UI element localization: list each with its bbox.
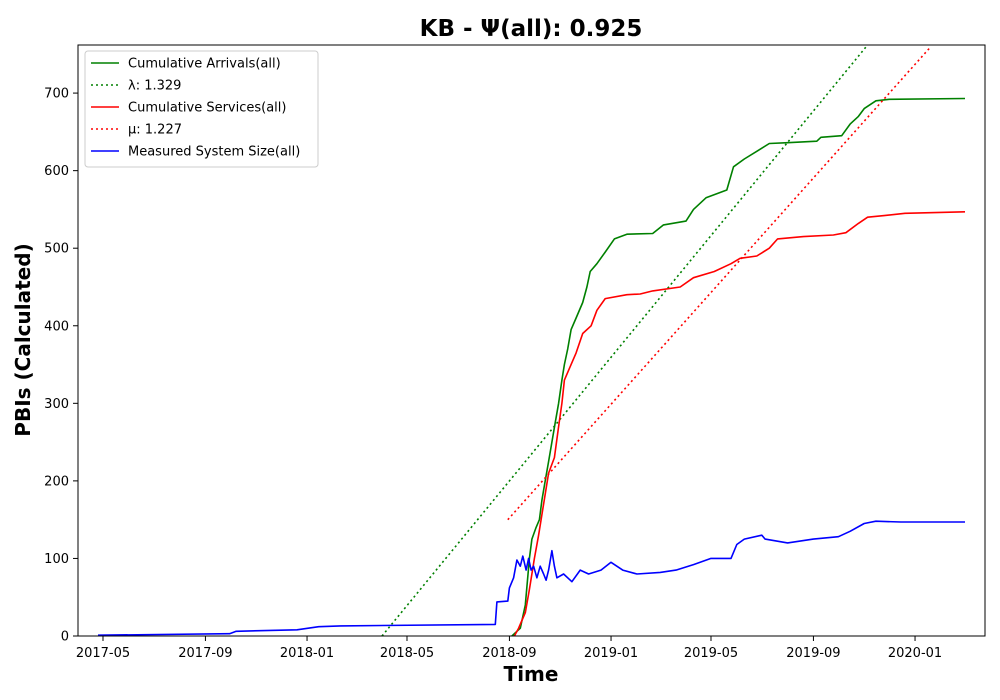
series-lines [97,45,966,636]
plot-frame [77,44,986,637]
chart-title: KB - Ψ(all): 0.925 [420,16,643,42]
y-tick-label-5: 500 [44,242,69,257]
y-tick-label-2: 200 [44,474,69,489]
x-tick-label-5: 2019-01 [584,646,638,661]
series-line-0 [511,97,966,636]
x-tick-label-1: 2017-09 [178,646,232,661]
y-tick-label-1: 100 [44,552,69,567]
series-line-1 [381,45,869,636]
series-line-2 [513,211,966,636]
series-line-3 [507,46,932,521]
x-tick-label-6: 2019-05 [684,646,738,661]
x-tick-label-8: 2020-01 [888,646,942,661]
y-axis-title: PBIs (Calculated) [11,243,35,436]
y-tick-label-0: 0 [61,630,69,645]
legend-label-4: Measured System Size(all) [128,145,300,160]
x-tick-label-3: 2018-05 [380,646,434,661]
y-tick-label-4: 400 [44,319,69,334]
y-tick-label-7: 700 [44,87,69,102]
legend-label-2: Cumulative Services(all) [128,101,286,116]
x-axis-title: Time [504,662,559,686]
series-line-4 [97,520,965,636]
y-tick-label-6: 600 [44,164,69,179]
legend: Cumulative Arrivals(all) λ: 1.329 Cumulati… [84,50,319,168]
x-tick-label-0: 2017-05 [76,646,130,661]
plot-area: 2017-05 2017-09 2018-01 2018-05 2018-09 2019-… [44,44,986,661]
x-tick-label-2: 2018-01 [280,646,334,661]
x-tick-label-7: 2019-09 [786,646,840,661]
legend-label-0: Cumulative Arrivals(all) [128,57,281,72]
legend-label-3: μ: 1.227 [128,123,182,138]
legend-box [84,50,319,168]
x-tick-label-4: 2018-09 [482,646,536,661]
legend-label-1: λ: 1.329 [128,79,181,94]
y-tick-label-3: 300 [44,397,69,412]
